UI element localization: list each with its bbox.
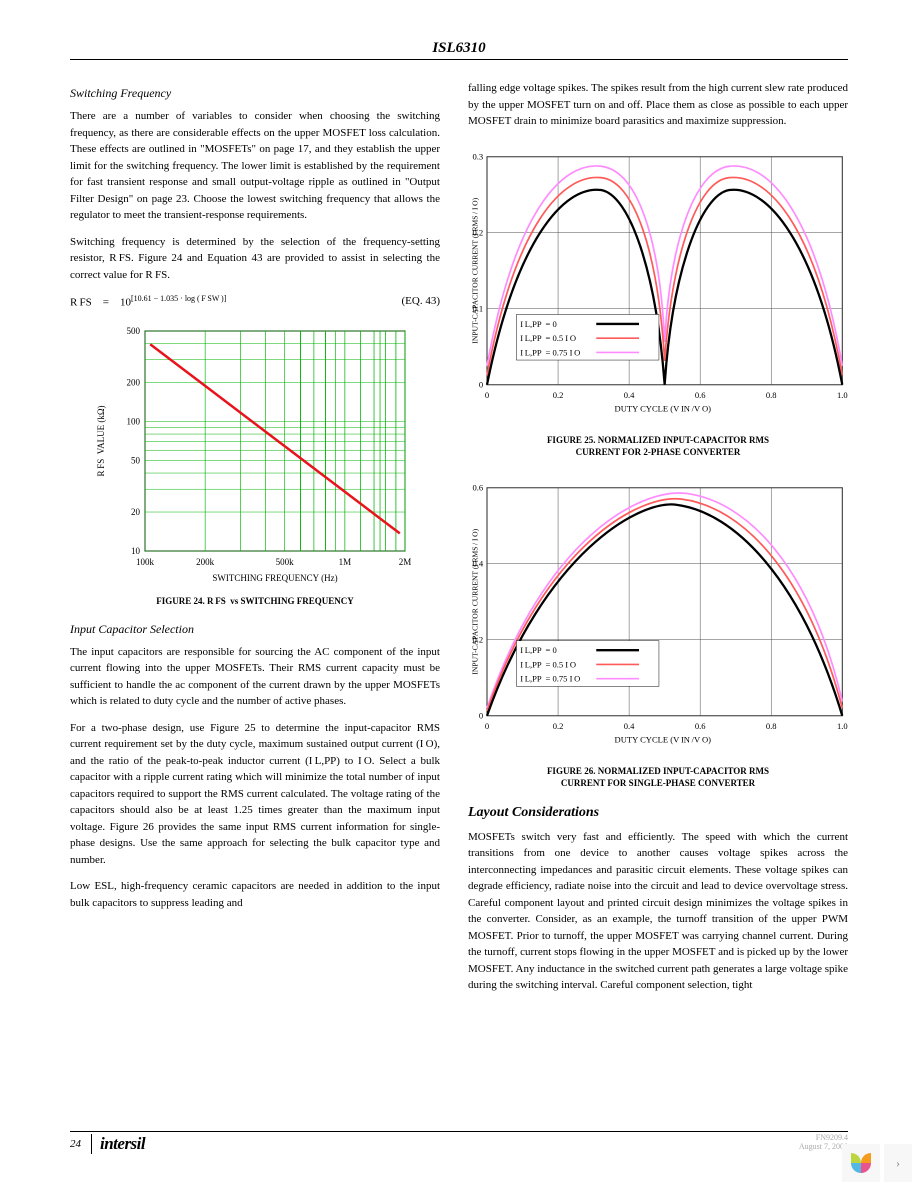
svg-text:500k: 500k xyxy=(276,557,295,567)
page-footer: 24 intersil FN9209.4August 7, 2008 xyxy=(70,1131,848,1154)
thumbnail-icon[interactable] xyxy=(842,1144,880,1182)
svg-text:0.4: 0.4 xyxy=(624,721,635,731)
eq43-exp: [10.61 − 1.035 · log ( F SW )] xyxy=(131,294,226,303)
svg-text:0.8: 0.8 xyxy=(766,390,777,400)
para-incap-1: The input capacitors are responsible for… xyxy=(70,644,440,710)
fig26-xlabel: DUTY CYCLE (V IN /V O) xyxy=(615,734,712,744)
footer-date: FN9209.4August 7, 2008 xyxy=(799,1133,848,1152)
para-incap-3: Low ESL, high-frequency ceramic capacito… xyxy=(70,878,440,911)
svg-text:1.0: 1.0 xyxy=(837,721,848,731)
svg-text:0: 0 xyxy=(485,390,489,400)
svg-text:500: 500 xyxy=(127,326,141,336)
figure-24-chart: 10 20 50 100 200 500 100k 200k 500k 1M 2M SWITCHI… xyxy=(90,321,420,591)
right-column: falling edge voltage spikes. The spikes … xyxy=(468,80,848,1004)
svg-text:I L,PP = 0: I L,PP = 0 xyxy=(520,645,557,655)
figure-26-caption: FIGURE 26. NORMALIZED INPUT-CAPACITOR RM… xyxy=(468,765,848,790)
svg-text:I L,PP = 0.75 I O: I L,PP = 0.75 I O xyxy=(520,347,580,357)
svg-text:1M: 1M xyxy=(339,557,352,567)
fig26-ylabel: INPUT-CAPACITOR CURRENT (I RMS / I O) xyxy=(471,528,480,674)
heading-layout-considerations: Layout Considerations xyxy=(468,802,848,823)
svg-text:0.8: 0.8 xyxy=(766,721,777,731)
figure-26-chart: 00.20.40.6 00.20.40.60.81.0 I L,PP = 0I … xyxy=(468,471,848,761)
svg-text:200: 200 xyxy=(127,378,141,388)
heading-input-cap: Input Capacitor Selection xyxy=(70,620,440,638)
para-layout: MOSFETs switch very fast and efficiently… xyxy=(468,829,848,994)
para-swfreq-2: Switching frequency is determined by the… xyxy=(70,234,440,284)
svg-text:0.6: 0.6 xyxy=(695,390,706,400)
next-page-button[interactable]: › xyxy=(884,1144,912,1182)
svg-text:0.6: 0.6 xyxy=(473,482,484,492)
fig24-ylabel: R FS VALUE (kΩ) xyxy=(96,406,106,477)
svg-text:I L,PP = 0.75 I O: I L,PP = 0.75 I O xyxy=(520,673,580,683)
svg-text:2M: 2M xyxy=(399,557,412,567)
svg-text:100: 100 xyxy=(127,417,141,427)
para-incap-2: For a two-phase design, use Figure 25 to… xyxy=(70,720,440,869)
left-column: Switching Frequency There are a number o… xyxy=(70,80,440,1004)
svg-text:I L,PP = 0.5 I O: I L,PP = 0.5 I O xyxy=(520,333,576,343)
svg-text:200k: 200k xyxy=(196,557,215,567)
svg-text:0: 0 xyxy=(479,710,483,720)
svg-text:0.2: 0.2 xyxy=(553,721,564,731)
svg-text:I L,PP = 0.5 I O: I L,PP = 0.5 I O xyxy=(520,659,576,669)
svg-text:100k: 100k xyxy=(136,557,155,567)
fig25-xlabel: DUTY CYCLE (V IN /V O) xyxy=(615,403,712,413)
figure-25-chart: 00.10.20.3 00.20.40.60.81.0 I L,PP = 0I … xyxy=(468,140,848,430)
svg-text:1.0: 1.0 xyxy=(837,390,848,400)
svg-text:20: 20 xyxy=(131,507,141,517)
page-number: 24 xyxy=(70,1138,81,1150)
para-swfreq-1: There are a number of variables to consi… xyxy=(70,108,440,224)
figure-25-caption: FIGURE 25. NORMALIZED INPUT-CAPACITOR RM… xyxy=(468,434,848,459)
svg-text:0.2: 0.2 xyxy=(553,390,564,400)
svg-text:0: 0 xyxy=(479,379,483,389)
eq43-lhs: R FS = 10 xyxy=(70,297,131,309)
viewer-thumbnail-nav: › xyxy=(842,1144,912,1182)
svg-text:0.6: 0.6 xyxy=(695,721,706,731)
fig24-xlabel: SWITCHING FREQUENCY (Hz) xyxy=(212,573,337,583)
fig25-ylabel: INPUT-CAPACITOR CURRENT (I RMS / I O) xyxy=(471,197,480,343)
eq43-number: (EQ. 43) xyxy=(402,293,441,311)
doc-header: ISL6310 xyxy=(70,40,848,60)
para-continuation: falling edge voltage spikes. The spikes … xyxy=(468,80,848,130)
brand-logo: intersil xyxy=(91,1134,145,1154)
svg-text:I L,PP = 0: I L,PP = 0 xyxy=(520,318,557,328)
svg-text:10: 10 xyxy=(131,546,141,556)
equation-43: R FS = 10[10.61 − 1.035 · log ( F SW )] … xyxy=(70,293,440,311)
svg-text:0.3: 0.3 xyxy=(473,151,484,161)
heading-switching-frequency: Switching Frequency xyxy=(70,84,440,102)
figure-24-caption: FIGURE 24. R FS vs SWITCHING FREQUENCY xyxy=(70,595,440,608)
svg-text:0: 0 xyxy=(485,721,489,731)
two-column-layout: Switching Frequency There are a number o… xyxy=(70,80,848,1004)
svg-text:50: 50 xyxy=(131,456,141,466)
svg-text:0.4: 0.4 xyxy=(624,390,635,400)
